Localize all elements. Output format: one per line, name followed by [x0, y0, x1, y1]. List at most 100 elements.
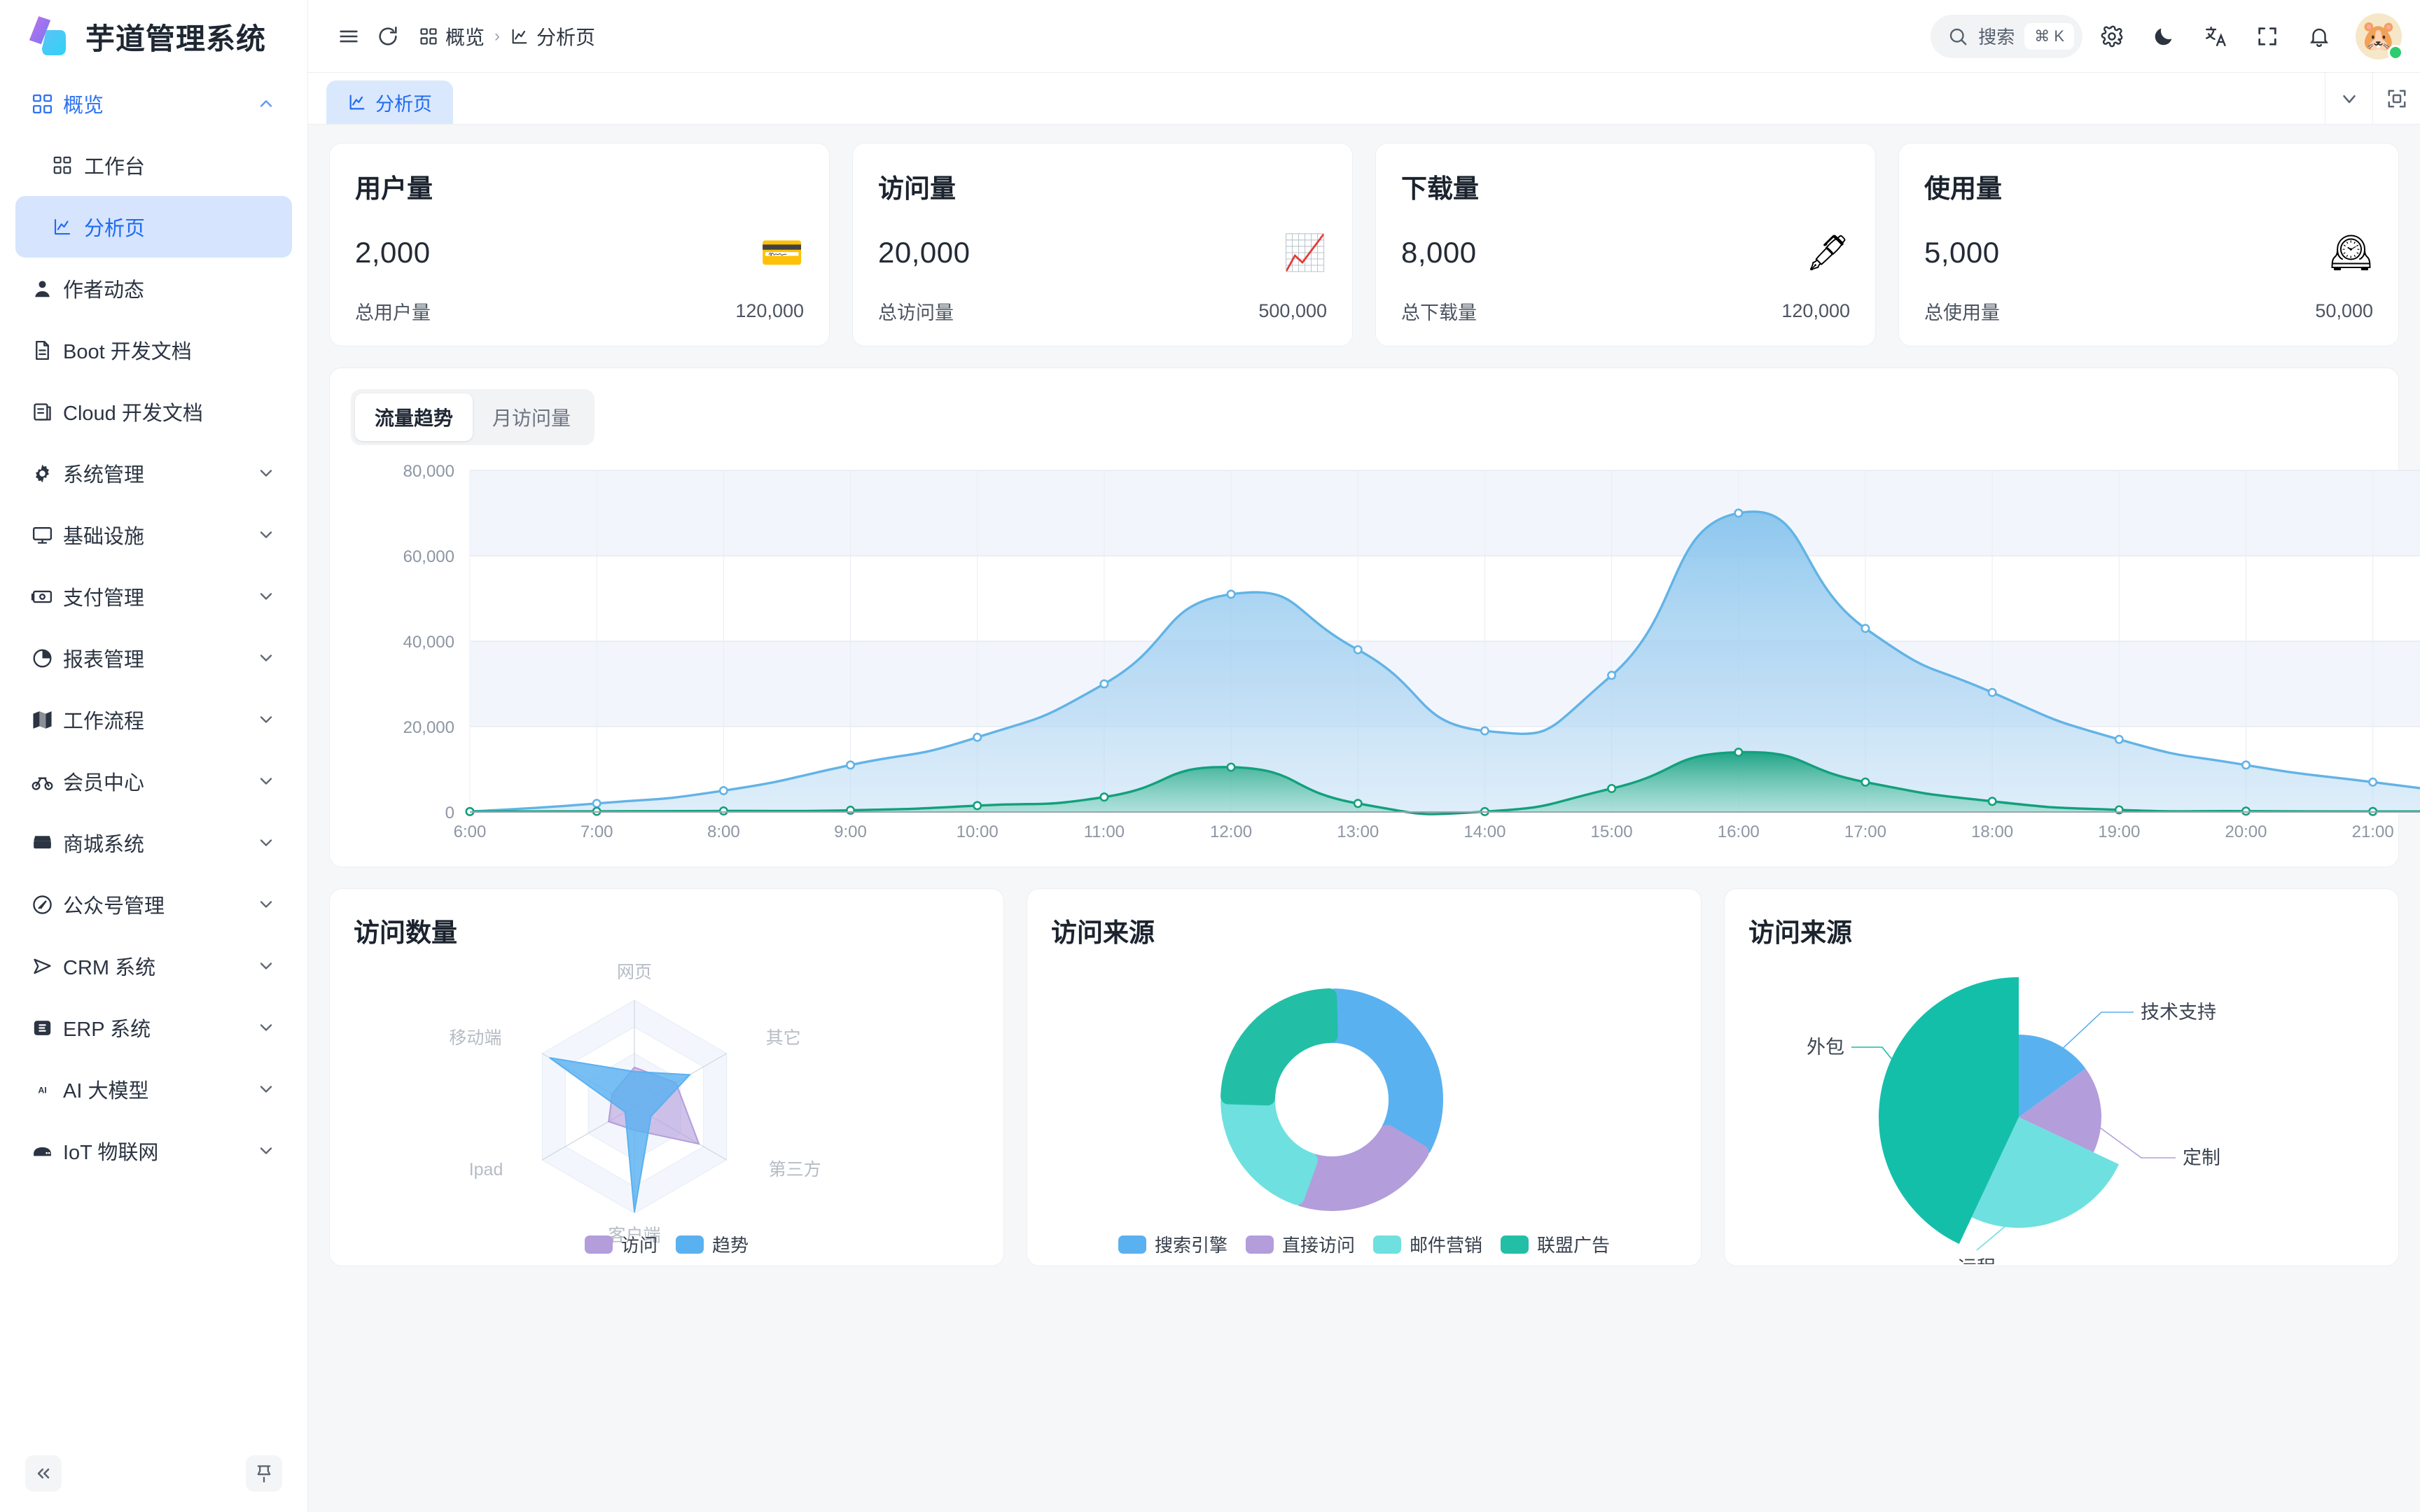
sidebar-item-label: 系统管理 — [63, 464, 145, 486]
sidebar-item-4[interactable]: Boot 开发文档 — [15, 319, 292, 381]
sidebar: 芋道管理系统 概览 工作台 分析页 作者动态 Boot 开发文档 Cloud 开发文档系统… — [0, 0, 308, 1512]
monitor-icon — [31, 524, 63, 547]
svg-text:0: 0 — [445, 804, 454, 822]
analytics-icon — [510, 27, 529, 46]
card-title: 访问来源 — [1748, 918, 1852, 947]
svg-text:第三方: 第三方 — [769, 1160, 821, 1180]
rose-chart[interactable]: 技术支持定制远程 外包 — [1725, 956, 2398, 1266]
bell-icon[interactable] — [2297, 14, 2342, 59]
sidebar-item-13[interactable]: 公众号管理 — [15, 874, 292, 935]
stat-value: 5,000 — [1924, 236, 2000, 269]
radar-chart[interactable]: 网页 其它 第三方 客户端 Ipad 移动端 — [330, 956, 1003, 1266]
breadcrumb-item-overview[interactable]: 概览 — [419, 22, 485, 50]
traffic-area-chart[interactable]: 0 20,000 40,000 60,000 80,000 6:00 7:00 8:00 9:0… — [351, 461, 2420, 853]
fullscreen-icon[interactable] — [2245, 14, 2290, 59]
gear-icon — [31, 462, 63, 485]
brand[interactable]: 芋道管理系统 — [0, 0, 307, 73]
sidebar-item-11[interactable]: 会员中心 — [15, 750, 292, 812]
donut-chart[interactable] — [1027, 956, 1701, 1266]
avatar[interactable]: 🐹 — [2356, 13, 2403, 60]
svg-text:客户端: 客户端 — [608, 1226, 660, 1245]
legend-swatch — [1118, 1235, 1146, 1254]
legend-item[interactable]: 邮件营销 — [1373, 1231, 1482, 1257]
search-input[interactable]: 搜索 ⌘ K — [1931, 14, 2082, 58]
topbar: 概览 › 分析页 — [308, 0, 2420, 73]
gear-icon[interactable] — [2089, 14, 2134, 59]
sidebar-item-1[interactable]: 工作台 — [15, 134, 292, 196]
card-title: 访问数量 — [354, 918, 457, 947]
legend-item[interactable]: 搜索引擎 — [1118, 1231, 1228, 1257]
chevron-down-icon[interactable] — [256, 895, 277, 914]
sidebar-item-label: 支付管理 — [63, 587, 145, 610]
legend-swatch — [676, 1235, 704, 1254]
svg-text:15:00: 15:00 — [1591, 822, 1633, 841]
search-shortcut: ⌘ K — [2024, 22, 2074, 50]
sidebar-item-9[interactable]: 报表管理 — [15, 627, 292, 689]
legend-label: 趋势 — [712, 1235, 749, 1256]
chevron-down-icon[interactable] — [256, 771, 277, 791]
grid-icon — [419, 27, 438, 46]
sidebar-item-8[interactable]: 支付管理 — [15, 566, 292, 627]
breadcrumb-item-analysis[interactable]: 分析页 — [510, 22, 595, 50]
chevron-down-icon[interactable] — [256, 710, 277, 729]
stat-value: 2,000 — [355, 236, 431, 269]
sidebar-item-label: 商城系统 — [63, 834, 145, 856]
chevron-down-icon[interactable] — [256, 587, 277, 606]
stat-value: 8,000 — [1401, 236, 1477, 269]
chevron-down-icon[interactable] — [256, 1141, 277, 1161]
chevron-down-icon[interactable] — [256, 1018, 277, 1037]
sidebar-item-14[interactable]: CRM 系统 — [15, 935, 292, 997]
search-icon — [1947, 26, 1968, 47]
brand-title: 芋道管理系统 — [85, 22, 267, 55]
trend-tab-flow[interactable]: 流量趋势 — [355, 393, 473, 441]
legend-swatch — [1373, 1235, 1401, 1254]
trend-tab-monthly[interactable]: 月访问量 — [492, 407, 571, 429]
tab-analysis[interactable]: 分析页 — [326, 80, 453, 124]
svg-text:网页: 网页 — [617, 962, 652, 982]
svg-text:AI: AI — [38, 1085, 46, 1095]
sidebar-item-16[interactable]: AI AI 大模型 — [15, 1058, 292, 1120]
svg-text:21:00: 21:00 — [2352, 822, 2394, 841]
main-area: 概览 › 分析页 — [308, 0, 2420, 1512]
moon-icon[interactable] — [2141, 14, 2186, 59]
sidebar-item-15[interactable]: ERP 系统 — [15, 997, 292, 1058]
credit-card-icon: 💳 — [760, 233, 804, 272]
translate-icon[interactable] — [2193, 14, 2238, 59]
chevron-up-icon[interactable] — [256, 94, 277, 113]
grid-icon — [31, 92, 63, 115]
stat-title: 访问量 — [878, 174, 956, 203]
legend-item[interactable]: 联盟广告 — [1501, 1231, 1610, 1257]
status-badge — [2388, 44, 2403, 60]
refresh-icon[interactable] — [368, 17, 408, 56]
chevron-down-icon[interactable] — [256, 648, 277, 668]
sidebar-item-7[interactable]: 基础设施 — [15, 504, 292, 566]
tab-maximize-button[interactable] — [2372, 73, 2420, 124]
chevron-down-icon[interactable] — [256, 1079, 277, 1099]
tab-dropdown-button[interactable] — [2325, 73, 2372, 124]
chevron-down-icon[interactable] — [256, 463, 277, 483]
collapse-sidebar-button[interactable] — [25, 1455, 62, 1492]
chevron-down-icon[interactable] — [256, 833, 277, 853]
svg-text:技术支持: 技术支持 — [2141, 1002, 2216, 1023]
chevron-down-icon[interactable] — [256, 525, 277, 545]
stat-foot-label: 总使用量 — [1924, 302, 2000, 323]
sidebar-item-17[interactable]: IoT 物联网 — [15, 1120, 292, 1182]
svg-text:20:00: 20:00 — [2225, 822, 2267, 841]
hamburger-icon[interactable] — [329, 17, 368, 56]
sidebar-item-5[interactable]: Cloud 开发文档 — [15, 381, 292, 442]
legend-item[interactable]: 访问 — [584, 1231, 658, 1257]
legend-item[interactable]: 直接访问 — [1245, 1231, 1355, 1257]
pin-sidebar-button[interactable] — [246, 1455, 282, 1492]
sidebar-item-3[interactable]: 作者动态 — [15, 258, 292, 319]
legend-label: 访问 — [620, 1235, 658, 1256]
sidebar-item-2[interactable]: 分析页 — [15, 196, 292, 258]
sidebar-item-10[interactable]: 工作流程 — [15, 689, 292, 750]
legend-item[interactable]: 趋势 — [676, 1231, 749, 1257]
sidebar-item-6[interactable]: 系统管理 — [15, 442, 292, 504]
sidebar-menu: 概览 工作台 分析页 作者动态 Boot 开发文档 Cloud 开发文档系统管理基础设施支… — [0, 73, 307, 1435]
tab-label: 分析页 — [375, 93, 432, 115]
chevron-down-icon[interactable] — [256, 956, 277, 976]
traffic-trend-card: 流量趋势 月访问量 0 20,000 40,000 60,000 80,000 6:00 7… — [329, 368, 2420, 867]
sidebar-item-12[interactable]: 商城系统 — [15, 812, 292, 874]
sidebar-item-0[interactable]: 概览 — [15, 73, 292, 134]
